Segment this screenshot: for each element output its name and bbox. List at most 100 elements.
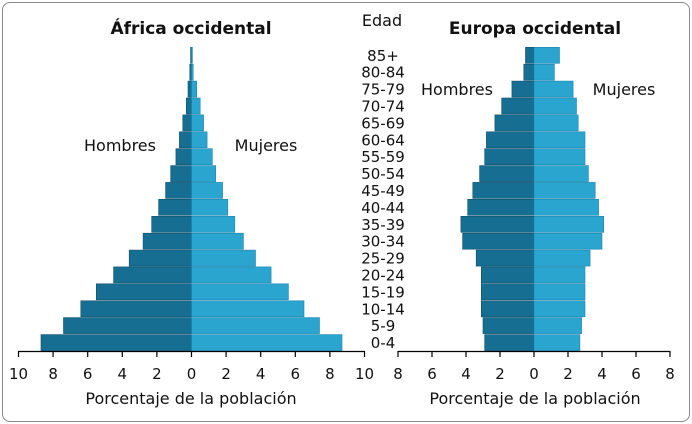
age-group-label: 20-24 <box>361 266 405 284</box>
right-bar-hombres-30-34 <box>462 232 535 250</box>
right-bar-hombres-85+ <box>525 46 535 64</box>
left-x-tick-label: 6 <box>83 365 93 383</box>
left-bar-mujeres-50-54 <box>191 165 217 182</box>
right-bar-hombres-50-54 <box>479 165 535 182</box>
left-bar-hombres-75-79 <box>187 80 192 98</box>
left-bar-hombres-30-34 <box>142 232 192 250</box>
right-bar-mujeres-80-84 <box>533 63 555 81</box>
right-bar-mujeres-75-79 <box>533 80 574 98</box>
left-bar-mujeres-65-69 <box>191 114 204 132</box>
left-hombres-label: Hombres <box>84 136 156 155</box>
left-bar-mujeres-80-84 <box>191 63 194 81</box>
right-bar-mujeres-50-54 <box>533 165 589 182</box>
age-group-label: 40-44 <box>361 199 405 217</box>
left-bar-hombres-60-64 <box>179 131 192 149</box>
left-bar-hombres-20-24 <box>113 266 192 284</box>
right-chart-title: Europa occidental <box>449 19 621 39</box>
right-bar-mujeres-60-64 <box>533 131 586 149</box>
right-bar-mujeres-65-69 <box>533 114 579 132</box>
left-bar-mujeres-55-59 <box>191 148 213 165</box>
age-group-label: 80-84 <box>361 64 405 82</box>
right-bar-hombres-75-79 <box>511 80 535 98</box>
right-bar-hombres-70-74 <box>501 97 535 115</box>
right-bar-mujeres-20-24 <box>533 266 586 284</box>
right-bar-hombres-40-44 <box>467 199 535 216</box>
left-x-tick-label: 10 <box>9 365 28 383</box>
right-bar-hombres-60-64 <box>486 131 535 149</box>
right-pyramid-bars <box>460 46 604 351</box>
right-bar-hombres-0-4 <box>484 334 535 351</box>
left-bar-mujeres-40-44 <box>191 199 229 216</box>
right-bar-mujeres-40-44 <box>533 199 599 216</box>
left-pyramid-bars <box>40 46 343 351</box>
left-bar-hombres-25-29 <box>128 249 192 267</box>
right-bar-mujeres-30-34 <box>533 232 603 250</box>
right-bar-mujeres-70-74 <box>533 97 577 115</box>
left-bar-mujeres-5-9 <box>191 317 320 334</box>
right-bar-mujeres-0-4 <box>533 334 581 351</box>
left-bar-mujeres-85+ <box>191 46 193 64</box>
age-group-label: 35-39 <box>361 216 405 234</box>
age-group-label: 70-74 <box>361 98 405 116</box>
age-group-label: 65-69 <box>361 114 405 132</box>
left-bar-mujeres-10-14 <box>191 300 305 318</box>
left-bar-mujeres-30-34 <box>191 232 244 250</box>
right-bar-mujeres-10-14 <box>533 300 586 318</box>
left-x-tick-label: 2 <box>221 365 231 383</box>
left-mujeres-label: Mujeres <box>235 136 298 155</box>
left-bar-hombres-5-9 <box>63 317 192 334</box>
left-bar-hombres-0-4 <box>40 334 192 351</box>
right-x-tick-label: 4 <box>597 365 607 383</box>
right-x-tick-label: 4 <box>461 365 471 383</box>
age-group-label: 30-34 <box>361 233 405 251</box>
left-bar-hombres-70-74 <box>186 97 192 115</box>
age-labels: 0-45-910-1415-1920-2425-2930-3435-3940-4… <box>361 47 405 352</box>
left-x-tick-label: 4 <box>256 365 266 383</box>
age-group-label: 75-79 <box>361 81 405 99</box>
left-bar-hombres-65-69 <box>182 114 192 132</box>
right-bar-hombres-55-59 <box>484 148 535 165</box>
right-x-tick-label: 2 <box>495 365 505 383</box>
age-group-label: 5-9 <box>371 317 396 335</box>
axes: 10 8 6 4 2 0 2 4 6 8 10 8 6 4 2 0 2 4 6 8 <box>9 350 675 383</box>
age-group-label: 55-59 <box>361 148 405 166</box>
right-bar-mujeres-5-9 <box>533 317 582 334</box>
left-x-axis-label: Porcentaje de la población <box>85 389 296 408</box>
left-bar-hombres-10-14 <box>80 300 192 318</box>
left-x-tick-label: 8 <box>325 365 335 383</box>
left-bar-mujeres-20-24 <box>191 266 272 284</box>
right-bar-hombres-65-69 <box>494 114 535 132</box>
age-group-label: 45-49 <box>361 182 405 200</box>
left-bar-hombres-35-39 <box>151 216 192 233</box>
left-bar-mujeres-45-49 <box>191 182 223 199</box>
right-bar-mujeres-15-19 <box>533 283 586 301</box>
left-x-tick-label: 2 <box>152 365 162 383</box>
right-bar-hombres-35-39 <box>460 216 535 233</box>
right-mujeres-label: Mujeres <box>593 80 656 99</box>
right-x-tick-label: 8 <box>393 365 403 383</box>
right-bar-mujeres-45-49 <box>533 182 596 199</box>
age-group-label: 50-54 <box>361 165 405 183</box>
left-bar-hombres-45-49 <box>165 182 192 199</box>
right-bar-mujeres-25-29 <box>533 249 591 267</box>
left-x-tick-label: 0 <box>187 365 197 383</box>
age-group-label: 0-4 <box>371 334 396 352</box>
right-bar-hombres-5-9 <box>482 317 535 334</box>
left-x-tick-label: 8 <box>48 365 58 383</box>
age-group-label: 10-14 <box>361 300 405 318</box>
left-bar-hombres-55-59 <box>175 148 192 165</box>
right-bar-hombres-45-49 <box>472 182 535 199</box>
right-bar-hombres-15-19 <box>480 283 535 301</box>
left-bar-mujeres-0-4 <box>191 334 343 351</box>
age-group-label: 85+ <box>367 47 399 65</box>
left-bar-mujeres-35-39 <box>191 216 236 233</box>
left-bar-mujeres-15-19 <box>191 283 289 301</box>
right-x-tick-label: 0 <box>529 365 539 383</box>
left-bar-mujeres-70-74 <box>191 97 201 115</box>
right-bar-hombres-10-14 <box>480 300 535 318</box>
age-header: Edad <box>362 11 402 30</box>
left-bar-hombres-15-19 <box>96 283 192 301</box>
left-bar-mujeres-60-64 <box>191 131 208 149</box>
left-bar-hombres-50-54 <box>170 165 192 182</box>
